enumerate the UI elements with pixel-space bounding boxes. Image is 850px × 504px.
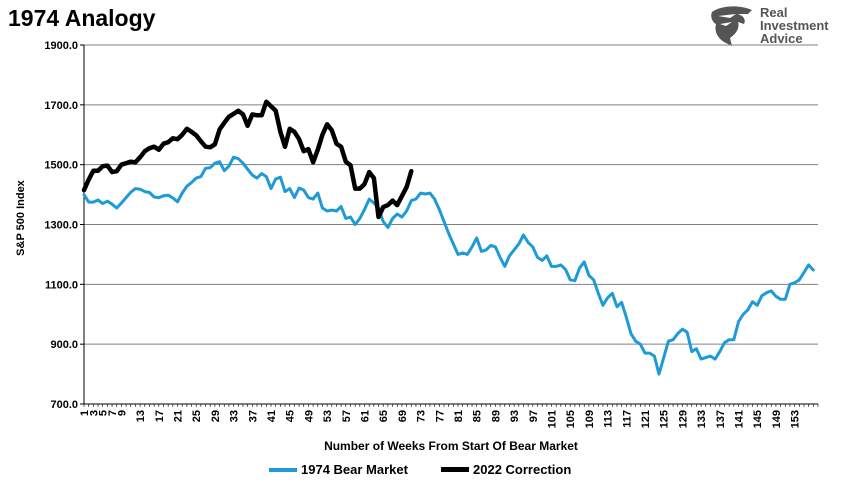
legend-label-1974: 1974 Bear Market	[301, 462, 408, 477]
x-tick-label: 41	[266, 410, 278, 422]
x-tick-label: 141	[734, 410, 746, 428]
x-tick-label: 105	[565, 410, 577, 428]
x-tick-label: 1	[79, 410, 91, 416]
logo-line-investment: Investment	[760, 18, 829, 33]
x-tick-label: 137	[715, 410, 727, 428]
x-tick-label: 7	[107, 410, 119, 416]
y-tick-label: 1500.0	[44, 160, 78, 172]
x-tick-label: 13	[135, 410, 147, 422]
x-tick-label: 85	[472, 410, 484, 422]
series-lines	[81, 99, 815, 376]
x-tick-label: 125	[659, 410, 671, 428]
eagle-logo-icon	[711, 6, 752, 46]
x-tick-label: 89	[490, 410, 502, 422]
x-tick-label: 53	[322, 410, 334, 422]
x-tick-label: 113	[603, 410, 615, 428]
x-tick-label: 145	[752, 410, 764, 428]
brand-logo: Real Investment Advice	[708, 4, 844, 48]
x-tick-label: 97	[528, 410, 540, 422]
y-tick-label: 1100.0	[45, 279, 78, 291]
y-tick-label: 1700.0	[44, 100, 78, 112]
x-tick-label: 65	[378, 410, 390, 422]
x-tick-label: 133	[696, 410, 708, 428]
legend: 1974 Bear Market 2022 Correction	[0, 462, 850, 482]
x-tick-label: 5	[98, 410, 110, 416]
x-tick-label: 29	[210, 410, 222, 422]
logo-line-advice: Advice	[760, 31, 803, 46]
x-tick-label: 117	[621, 410, 633, 428]
legend-swatch-1974	[269, 467, 297, 472]
y-tick-label: 900.0	[50, 339, 78, 351]
x-tick-label: 153	[790, 410, 802, 428]
axes: 700.0 900.0 1100.0 1300.0 1500.0 1700.0 1900.0…	[44, 40, 819, 428]
x-tick-label: 9	[116, 410, 128, 416]
x-tick-label: 77	[434, 410, 446, 422]
legend-item-2022: 2022 Correction	[441, 462, 571, 477]
x-tick-label: 25	[191, 410, 203, 422]
x-axis-label: Number of Weeks From Start Of Bear Marke…	[324, 439, 578, 453]
x-tick-label: 129	[677, 410, 689, 428]
x-tick-label: 61	[360, 410, 372, 422]
x-tick-label: 33	[229, 410, 241, 422]
x-tick-label: 57	[341, 410, 353, 422]
chart-title: 1974 Analogy	[8, 5, 156, 31]
series-line-1974-bear-market	[82, 155, 815, 376]
y-tick-label: 1300.0	[44, 220, 78, 232]
x-tick-label: 45	[285, 410, 297, 422]
x-tick-label: 73	[416, 410, 428, 422]
logo-line-real: Real	[760, 5, 788, 20]
x-tick-label: 109	[584, 410, 596, 428]
legend-swatch-2022	[441, 467, 469, 472]
legend-label-2022: 2022 Correction	[473, 462, 572, 477]
x-tick-label: 17	[154, 410, 166, 422]
series-line-2022-correction	[81, 99, 414, 220]
x-tick-label: 101	[547, 410, 559, 428]
x-tick-label: 49	[303, 410, 315, 422]
x-tick-label: 37	[247, 410, 259, 422]
y-tick-label: 700.0	[50, 399, 78, 411]
gridlines	[84, 44, 818, 345]
y-axis-label: S&P 500 Index	[15, 179, 27, 255]
x-tick-label: 3	[88, 410, 100, 416]
x-tick-label: 93	[509, 410, 521, 422]
x-tick-label: 81	[453, 410, 465, 422]
legend-item-1974: 1974 Bear Market	[269, 462, 408, 477]
y-tick-label: 1900.0	[44, 40, 78, 52]
x-tick-label: 69	[397, 410, 409, 422]
x-tick-label: 121	[640, 410, 652, 428]
x-tick-label: 149	[771, 410, 783, 428]
logo-text: Real Investment Advice	[760, 6, 829, 45]
x-tick-label: 21	[173, 410, 185, 422]
